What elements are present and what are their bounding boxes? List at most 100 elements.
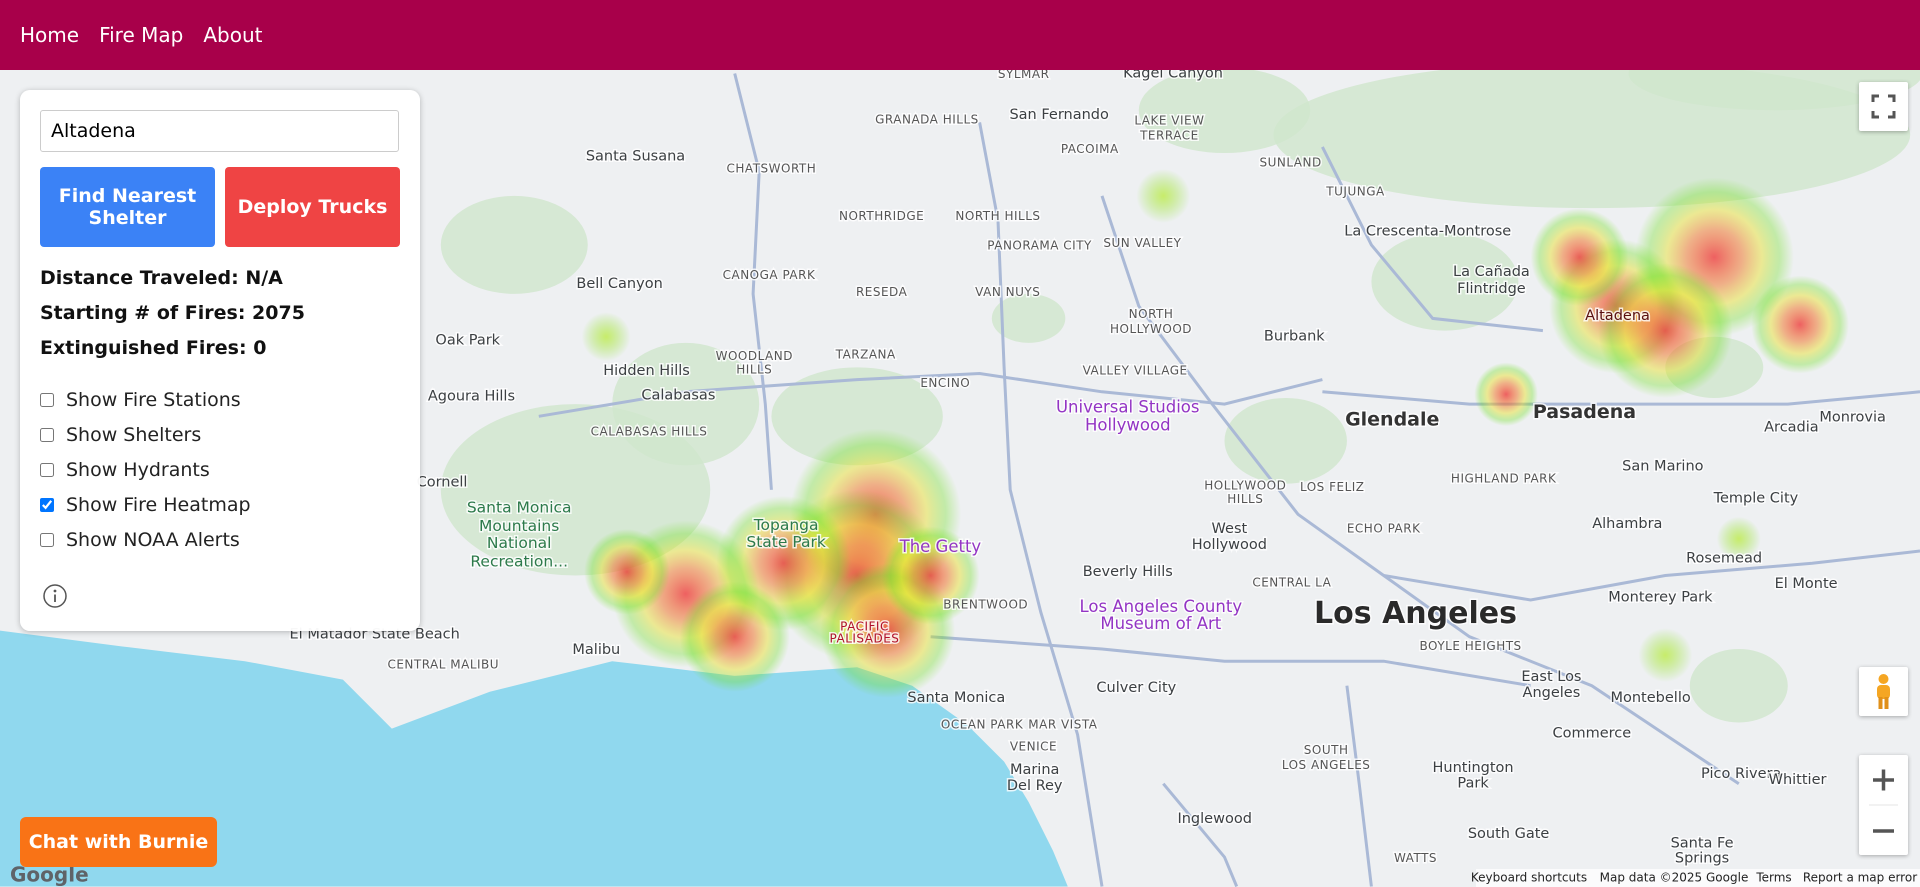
map-label: Hollywood (1110, 322, 1192, 336)
map-label: Commerce (1552, 725, 1631, 741)
checkbox[interactable] (40, 392, 54, 407)
map-label: Terrace (1139, 128, 1199, 142)
map-label: Echo Park (1347, 521, 1421, 535)
map-label: Universal Studios (1056, 397, 1200, 416)
heat-blob (881, 526, 980, 625)
map-label: Panorama City (987, 239, 1092, 253)
heat-blob (1597, 263, 1733, 398)
map-label: Hollywood (1085, 416, 1171, 435)
map-label: Tarzana (835, 348, 896, 362)
toggle[interactable]: Show Fire Stations (40, 382, 400, 417)
map-label: La Crescenta-Montrose (1344, 223, 1511, 239)
heat-blob (679, 581, 790, 692)
toggle[interactable]: Show Fire Heatmap (40, 487, 400, 522)
map-label: Temple City (1713, 490, 1799, 506)
map-label: Recreation... (470, 553, 568, 571)
attribution-bar (1476, 869, 1920, 887)
heat-blob (1136, 168, 1191, 223)
heat-blob (1530, 208, 1629, 307)
toggle[interactable]: Show Hydrants (40, 452, 400, 487)
road (538, 371, 1323, 418)
map-label: Hollywood (1204, 479, 1286, 493)
map-label: Beverly Hills (1083, 564, 1173, 580)
toggle-label: Show Shelters (66, 423, 202, 446)
map-label: Monrovia (1819, 410, 1886, 426)
map-label: Whittier (1769, 772, 1827, 788)
map-label: State Park (746, 533, 825, 551)
checkbox[interactable] (40, 497, 54, 512)
nav-link[interactable]: Home (20, 23, 80, 47)
attribution-text: Map data ©2025 Google (1600, 871, 1749, 885)
heat-blob (1474, 362, 1538, 427)
heat-blob (1751, 275, 1849, 374)
map-label: National (487, 534, 552, 552)
map-label: Pacoima (1061, 142, 1119, 156)
map-label: Palisades (830, 632, 900, 646)
map-label: Van Nuys (975, 285, 1040, 299)
map-label: West (1212, 521, 1248, 537)
park (1224, 397, 1347, 484)
map-label: Culver City (1096, 680, 1176, 696)
attribution-text: Keyboard shortcuts (1471, 871, 1587, 885)
stats: Distance Traveled: N/A Starting # of Fir… (40, 267, 400, 360)
find-shelter-button[interactable]: Find Nearest Shelter (40, 167, 215, 247)
map-label: Los Feliz (1300, 480, 1365, 494)
road (930, 635, 1531, 688)
attribution-text: Terms (1755, 871, 1791, 885)
map-label: Santa Monica (467, 499, 572, 517)
map-label: San Marino (1622, 459, 1703, 475)
toggle[interactable]: Show NOAA Alerts (40, 522, 400, 557)
checkbox[interactable] (40, 532, 54, 547)
map-label: South Gate (1468, 826, 1550, 842)
map-label: Hidden Hills (603, 363, 690, 379)
map-label: Malibu (572, 642, 620, 658)
street-view-pegman[interactable] (1859, 667, 1908, 716)
map-label: Flintridge (1457, 281, 1526, 297)
control-panel: Find Nearest Shelter Deploy Trucks Dista… (20, 90, 420, 631)
map-label: La Cañada (1453, 264, 1530, 280)
park (1689, 648, 1788, 723)
navbar: Home Fire Map About (0, 0, 1920, 70)
stat: Distance Traveled: N/A (40, 267, 283, 289)
map-label: Lake View (1134, 114, 1204, 128)
nav-link[interactable]: Fire Map (99, 23, 184, 47)
map-label: El Monte (1775, 576, 1838, 592)
checkbox[interactable] (40, 462, 54, 477)
toggle[interactable]: Show Shelters (40, 417, 400, 452)
heat-blob (1638, 628, 1693, 683)
zoom-controls (1859, 755, 1908, 855)
map-label: Santa Fe (1671, 836, 1734, 852)
nav-link[interactable]: About (203, 23, 263, 47)
map-label: Burbank (1264, 329, 1325, 345)
search-input[interactable] (40, 110, 399, 152)
park (1138, 67, 1311, 154)
map-label: Alhambra (1592, 516, 1662, 532)
map-label: Hollywood (1192, 537, 1267, 553)
map-label: Santa Susana (586, 149, 685, 165)
checkbox[interactable] (40, 427, 54, 442)
map-label: Valley Village (1083, 364, 1188, 378)
toggle-label: Show NOAA Alerts (66, 528, 240, 551)
map-label: Central LA (1252, 575, 1331, 589)
zoom-in-out[interactable] (1859, 755, 1908, 855)
stat: Extinguished Fires: 0 (40, 337, 267, 359)
park (440, 195, 588, 294)
fullscreen-button[interactable] (1859, 82, 1908, 131)
map-label: Rosemead (1686, 550, 1762, 566)
map-label: Cornell (417, 474, 468, 490)
map-label: Tujunga (1325, 185, 1385, 199)
roads (538, 73, 1920, 887)
map-label: The Getty (899, 537, 982, 556)
deploy-trucks-button[interactable]: Deploy Trucks (225, 167, 400, 247)
chat-button[interactable]: Chat with Burnie (20, 817, 217, 867)
button-row: Find Nearest Shelter Deploy Trucks (40, 167, 400, 247)
map-label: Oak Park (435, 332, 500, 348)
map-label: Central Malibu (387, 657, 499, 671)
road (1322, 390, 1920, 406)
map-label: San Fernando (1009, 107, 1109, 123)
road (1345, 685, 1373, 887)
attribution-text: Report a map error (1803, 871, 1917, 885)
info-icon[interactable] (42, 583, 68, 609)
